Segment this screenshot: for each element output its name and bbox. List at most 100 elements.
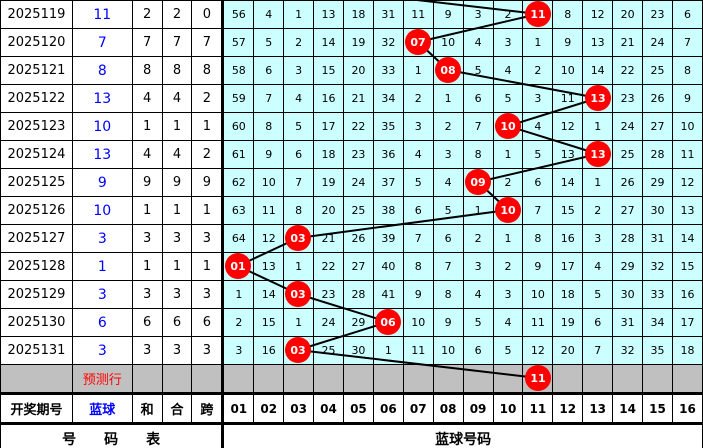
hit-cell bbox=[492, 112, 524, 141]
he-cell: 1 bbox=[161, 252, 193, 281]
period-cell: 2025124 bbox=[0, 140, 73, 169]
header-row: 开奖期号 蓝球和合跨 01 02 03 04 05 06 07 08 09 10 11 12 13 14 15 1… bbox=[0, 392, 703, 424]
period-cell: 2025121 bbox=[0, 56, 73, 85]
omission-cell: 14 bbox=[313, 28, 344, 57]
omission-cell: 1 bbox=[283, 308, 315, 337]
table-row: 2025131 3 3 3 3 3 16 25 30 1 11 10 6 5 12 20 7 32 35 18 bbox=[0, 336, 703, 365]
sum-cell: 4 bbox=[131, 84, 163, 113]
header-number: 14 bbox=[612, 392, 644, 424]
omission-cell: 33 bbox=[372, 56, 404, 85]
he-cell: 9 bbox=[161, 168, 193, 197]
omission-cell: 35 bbox=[372, 112, 404, 141]
omission-cell: 22 bbox=[313, 252, 344, 281]
footer-row: 号 码 表蓝球号码 bbox=[0, 422, 703, 448]
omission-cell: 3 bbox=[432, 140, 464, 169]
omission-cell: 13 bbox=[671, 196, 703, 225]
header-number: 13 bbox=[582, 392, 614, 424]
omission-cell: 5 bbox=[492, 336, 524, 365]
omission-cell: 30 bbox=[342, 336, 374, 365]
omission-cell: 5 bbox=[253, 28, 285, 57]
hit-cell bbox=[372, 308, 404, 337]
omission-cell: 8 bbox=[402, 252, 434, 281]
omission-cell: 9 bbox=[253, 140, 285, 169]
omission-cell: 28 bbox=[342, 280, 374, 309]
he-cell: 8 bbox=[161, 56, 193, 85]
table-row: 2025120 7 7 7 7 57 5 2 14 19 32 10 4 3 1 9 13 21 24 7 bbox=[0, 28, 703, 57]
omission-cell: 22 bbox=[342, 112, 374, 141]
header-number: 16 bbox=[671, 392, 703, 424]
blue-ball-cell: 9 bbox=[71, 168, 133, 197]
omission-cell: 59 bbox=[221, 84, 255, 113]
table-row: 2025130 6 6 6 6 2 15 1 24 29 10 9 5 4 11 19 6 31 34 17 bbox=[0, 308, 703, 337]
omission-cell: 41 bbox=[372, 280, 404, 309]
omission-cell: 1 bbox=[492, 224, 524, 253]
table-row: 2025126 10 1 1 1 63 11 8 20 25 38 6 5 1 7 15 2 27 30 13 bbox=[0, 196, 703, 225]
omission-cell: 27 bbox=[342, 252, 374, 281]
omission-cell: 10 bbox=[253, 168, 285, 197]
empty-cell bbox=[342, 364, 374, 394]
hit-cell bbox=[283, 224, 315, 253]
omission-cell: 23 bbox=[313, 280, 344, 309]
omission-cell: 33 bbox=[642, 280, 673, 309]
header-number: 03 bbox=[283, 392, 315, 424]
omission-cell: 8 bbox=[522, 224, 554, 253]
omission-cell: 11 bbox=[522, 308, 554, 337]
omission-cell: 22 bbox=[612, 56, 644, 85]
omission-cell: 7 bbox=[402, 224, 434, 253]
header-sum: 和 bbox=[131, 392, 163, 424]
hit-cell bbox=[283, 280, 315, 309]
blue-ball-cell: 10 bbox=[71, 112, 133, 141]
omission-cell: 13 bbox=[313, 0, 344, 29]
empty-cell bbox=[253, 364, 285, 394]
omission-cell: 1 bbox=[582, 112, 614, 141]
omission-cell: 60 bbox=[221, 112, 255, 141]
header-number: 11 bbox=[522, 392, 554, 424]
omission-cell: 30 bbox=[612, 280, 644, 309]
omission-cell: 10 bbox=[402, 308, 434, 337]
omission-cell: 58 bbox=[221, 56, 255, 85]
omission-cell: 19 bbox=[552, 308, 584, 337]
period-cell: 2025127 bbox=[0, 224, 73, 253]
sum-cell: 4 bbox=[131, 140, 163, 169]
omission-cell: 11 bbox=[402, 0, 434, 29]
omission-cell: 6 bbox=[402, 196, 434, 225]
blue-ball-cell: 7 bbox=[71, 28, 133, 57]
omission-cell: 3 bbox=[492, 280, 524, 309]
period-cell: 2025123 bbox=[0, 112, 73, 141]
omission-cell: 2 bbox=[492, 252, 524, 281]
empty-cell bbox=[191, 364, 224, 394]
omission-cell: 10 bbox=[671, 112, 703, 141]
omission-cell: 16 bbox=[552, 224, 584, 253]
omission-cell: 20 bbox=[313, 196, 344, 225]
he-cell: 2 bbox=[161, 0, 193, 29]
header-span: 跨 bbox=[191, 392, 224, 424]
omission-cell: 8 bbox=[671, 56, 703, 85]
period-cell: 2025126 bbox=[0, 196, 73, 225]
omission-cell: 7 bbox=[671, 28, 703, 57]
omission-cell: 5 bbox=[283, 112, 315, 141]
omission-cell: 6 bbox=[582, 308, 614, 337]
header-number: 02 bbox=[253, 392, 285, 424]
empty-cell bbox=[432, 364, 464, 394]
omission-cell: 3 bbox=[283, 56, 315, 85]
blue-ball-cell: 11 bbox=[71, 0, 133, 29]
omission-cell: 7 bbox=[462, 112, 494, 141]
hit-cell bbox=[522, 0, 554, 29]
omission-cell: 6 bbox=[432, 224, 464, 253]
omission-cell: 36 bbox=[372, 140, 404, 169]
omission-cell: 3 bbox=[492, 28, 524, 57]
omission-cell: 13 bbox=[582, 28, 614, 57]
period-cell: 2025129 bbox=[0, 280, 73, 309]
table-row: 2025122 13 4 4 2 59 7 4 16 21 34 2 1 6 5 3 11 23 26 9 bbox=[0, 84, 703, 113]
omission-cell: 7 bbox=[283, 168, 315, 197]
omission-cell: 5 bbox=[492, 84, 524, 113]
omission-cell: 8 bbox=[552, 0, 584, 29]
empty-cell bbox=[642, 364, 673, 394]
table-row: 2025129 3 3 3 3 1 14 23 28 41 9 8 4 3 10 18 5 30 33 16 bbox=[0, 280, 703, 309]
omission-cell: 23 bbox=[342, 140, 374, 169]
blue-ball-cell: 13 bbox=[71, 84, 133, 113]
he-cell: 3 bbox=[161, 280, 193, 309]
omission-cell: 4 bbox=[253, 0, 285, 29]
omission-cell: 3 bbox=[462, 252, 494, 281]
